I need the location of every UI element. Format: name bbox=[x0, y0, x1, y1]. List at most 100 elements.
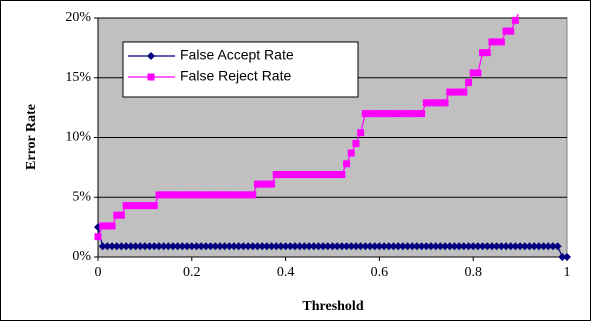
marker bbox=[408, 242, 417, 251]
marker bbox=[389, 242, 398, 251]
marker bbox=[511, 16, 519, 24]
marker bbox=[333, 171, 341, 179]
marker bbox=[333, 242, 342, 251]
y-tick-label: 5% bbox=[72, 189, 91, 204]
marker bbox=[455, 242, 464, 251]
marker bbox=[310, 171, 318, 179]
marker bbox=[248, 242, 257, 251]
marker bbox=[234, 242, 243, 251]
marker bbox=[366, 242, 375, 251]
marker bbox=[244, 191, 252, 199]
marker bbox=[136, 202, 144, 210]
marker bbox=[258, 180, 266, 188]
marker bbox=[511, 242, 520, 251]
marker bbox=[201, 242, 210, 251]
marker bbox=[446, 88, 454, 96]
marker bbox=[211, 191, 219, 199]
marker bbox=[103, 222, 111, 230]
marker bbox=[352, 139, 360, 147]
marker bbox=[366, 110, 374, 118]
marker bbox=[370, 242, 379, 251]
y-tick-label: 10% bbox=[65, 130, 91, 145]
legend-label: False Accept Rate bbox=[180, 47, 294, 63]
marker bbox=[422, 99, 430, 107]
marker bbox=[178, 242, 187, 251]
marker bbox=[394, 110, 402, 118]
marker bbox=[441, 99, 449, 107]
marker bbox=[337, 242, 346, 251]
marker bbox=[192, 242, 201, 251]
marker bbox=[361, 110, 369, 118]
marker bbox=[309, 242, 318, 251]
marker bbox=[347, 149, 355, 157]
marker bbox=[502, 27, 510, 35]
marker bbox=[473, 242, 482, 251]
marker bbox=[436, 99, 444, 107]
marker bbox=[338, 171, 346, 179]
marker bbox=[398, 242, 407, 251]
marker bbox=[300, 171, 308, 179]
marker bbox=[216, 191, 224, 199]
marker bbox=[530, 242, 539, 251]
marker bbox=[122, 242, 131, 251]
marker bbox=[351, 242, 360, 251]
marker bbox=[290, 242, 299, 251]
marker bbox=[94, 233, 102, 241]
marker bbox=[197, 191, 205, 199]
marker bbox=[183, 242, 192, 251]
marker bbox=[249, 191, 257, 199]
marker bbox=[319, 242, 328, 251]
y-tick-label: 15% bbox=[65, 70, 91, 85]
marker bbox=[516, 242, 525, 251]
marker bbox=[479, 49, 487, 57]
marker bbox=[417, 242, 426, 251]
marker bbox=[534, 242, 543, 251]
marker bbox=[131, 242, 140, 251]
marker bbox=[404, 110, 412, 118]
marker bbox=[375, 242, 384, 251]
marker bbox=[145, 242, 154, 251]
marker bbox=[371, 110, 379, 118]
marker bbox=[408, 110, 416, 118]
marker bbox=[160, 191, 168, 199]
marker bbox=[235, 191, 243, 199]
marker bbox=[221, 191, 229, 199]
x-tick-label: 0 bbox=[95, 265, 102, 280]
marker bbox=[147, 73, 155, 81]
x-tick-label: 0.8 bbox=[464, 265, 482, 280]
marker bbox=[497, 38, 505, 46]
marker bbox=[291, 171, 299, 179]
marker bbox=[493, 38, 501, 46]
marker bbox=[563, 253, 571, 261]
marker bbox=[539, 242, 548, 251]
marker bbox=[520, 242, 529, 251]
marker bbox=[150, 202, 158, 210]
marker bbox=[244, 242, 253, 251]
marker bbox=[460, 88, 468, 96]
marker bbox=[548, 242, 557, 251]
marker bbox=[450, 88, 458, 96]
marker bbox=[225, 191, 233, 199]
marker bbox=[192, 191, 200, 199]
marker bbox=[173, 242, 182, 251]
marker bbox=[263, 180, 271, 188]
marker bbox=[262, 242, 271, 251]
marker bbox=[483, 242, 492, 251]
x-tick-label: 0.4 bbox=[277, 265, 295, 280]
marker bbox=[174, 191, 182, 199]
marker bbox=[314, 171, 322, 179]
marker bbox=[113, 211, 121, 219]
marker bbox=[469, 242, 478, 251]
marker bbox=[356, 242, 365, 251]
marker bbox=[319, 171, 327, 179]
x-tick-label: 1 bbox=[564, 265, 571, 280]
marker bbox=[502, 242, 511, 251]
marker bbox=[188, 191, 196, 199]
marker bbox=[164, 242, 173, 251]
marker bbox=[286, 242, 295, 251]
marker bbox=[108, 222, 116, 230]
marker bbox=[108, 242, 117, 251]
marker bbox=[413, 110, 421, 118]
marker bbox=[147, 52, 155, 60]
